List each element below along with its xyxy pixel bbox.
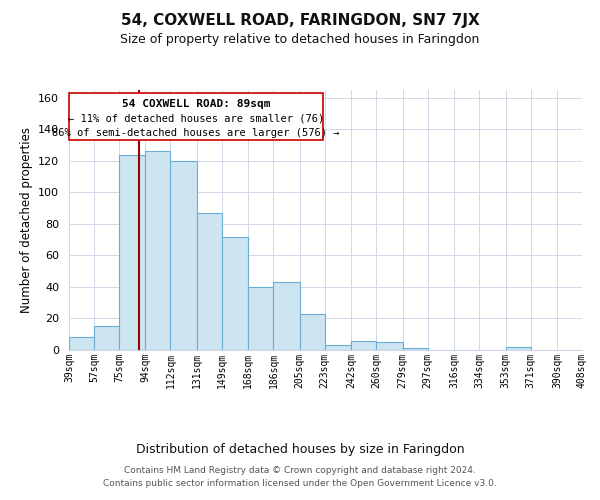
Bar — [222, 236, 248, 350]
Bar — [376, 342, 403, 350]
Bar — [145, 152, 170, 350]
Bar — [506, 347, 530, 350]
Bar — [300, 314, 325, 350]
Bar — [69, 338, 94, 350]
Bar — [170, 161, 197, 350]
Text: Distribution of detached houses by size in Faringdon: Distribution of detached houses by size … — [136, 442, 464, 456]
Text: ← 11% of detached houses are smaller (76): ← 11% of detached houses are smaller (76… — [68, 114, 325, 124]
Bar — [119, 154, 145, 350]
Bar — [351, 340, 376, 350]
Text: 86% of semi-detached houses are larger (576) →: 86% of semi-detached houses are larger (… — [52, 128, 340, 138]
Bar — [403, 348, 428, 350]
Bar — [325, 346, 351, 350]
Bar — [94, 326, 119, 350]
Bar — [274, 282, 300, 350]
Text: Size of property relative to detached houses in Faringdon: Size of property relative to detached ho… — [121, 32, 479, 46]
Bar — [248, 287, 274, 350]
Text: 54, COXWELL ROAD, FARINGDON, SN7 7JX: 54, COXWELL ROAD, FARINGDON, SN7 7JX — [121, 12, 479, 28]
Bar — [197, 213, 222, 350]
Text: Contains HM Land Registry data © Crown copyright and database right 2024.
Contai: Contains HM Land Registry data © Crown c… — [103, 466, 497, 487]
Text: 54 COXWELL ROAD: 89sqm: 54 COXWELL ROAD: 89sqm — [122, 100, 271, 110]
Y-axis label: Number of detached properties: Number of detached properties — [20, 127, 32, 313]
Bar — [69, 93, 323, 140]
